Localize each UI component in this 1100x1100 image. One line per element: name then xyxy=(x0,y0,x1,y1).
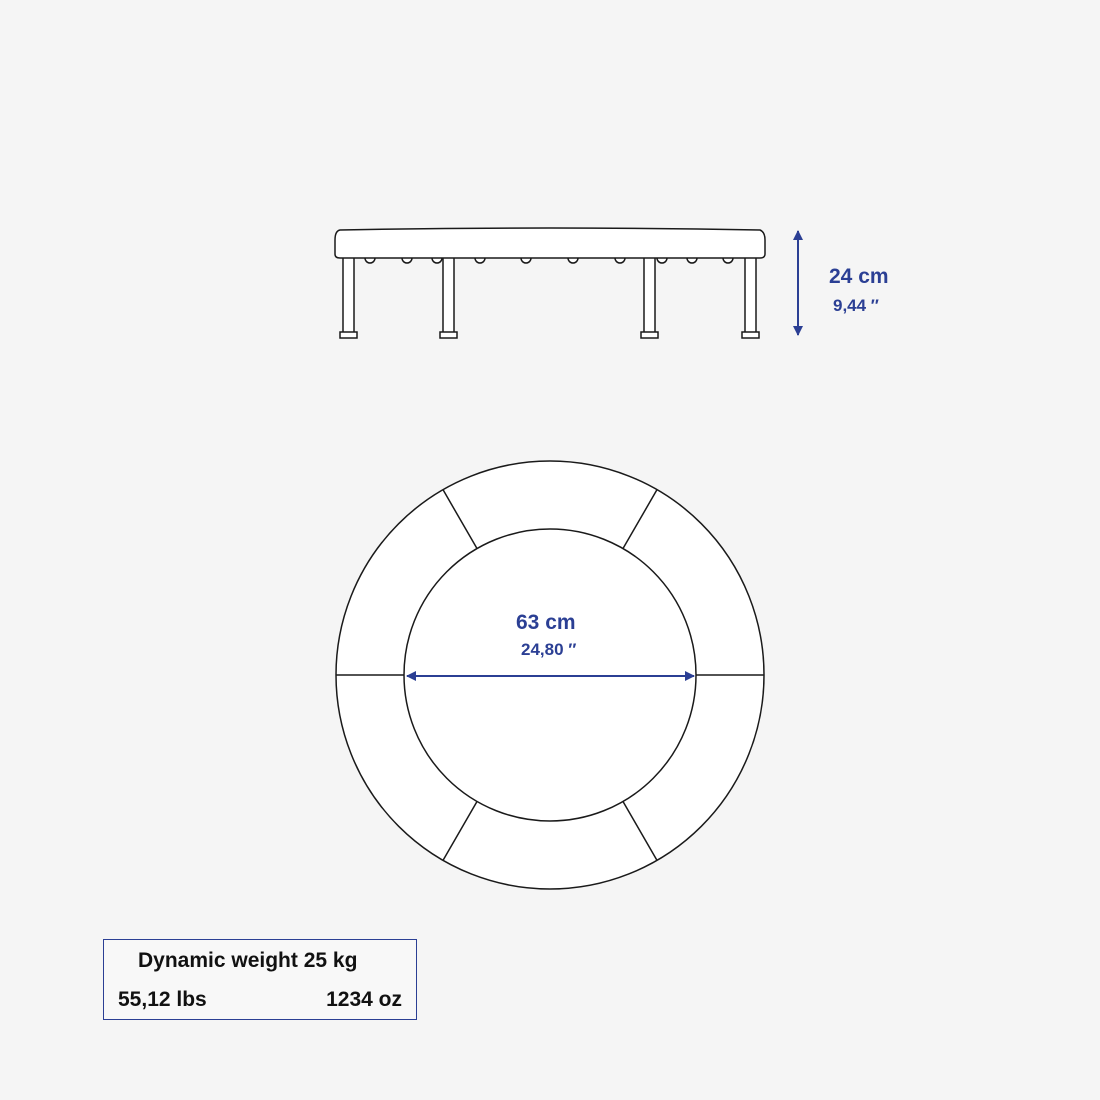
weight-lbs: 55,12 lbs xyxy=(118,988,207,1011)
spring xyxy=(364,257,376,264)
pad-segment-lines xyxy=(336,489,764,861)
spring xyxy=(614,257,626,264)
spring xyxy=(686,257,698,264)
spring xyxy=(722,257,734,264)
weight-box: Dynamic weight 25 kg 55,12 lbs 1234 oz xyxy=(103,939,417,1020)
weight-oz: 1234 oz xyxy=(326,988,402,1011)
segment-line xyxy=(622,801,658,861)
weight-title: Dynamic weight 25 kg xyxy=(138,949,358,972)
legs xyxy=(339,256,760,339)
segment-line xyxy=(442,801,478,861)
segment-line xyxy=(622,489,658,549)
spring xyxy=(474,257,486,264)
spring xyxy=(567,257,579,264)
frame-pad xyxy=(334,227,766,259)
spring xyxy=(656,257,668,264)
height-metric: 24 cm xyxy=(829,265,889,288)
side-view xyxy=(334,227,766,339)
spring xyxy=(401,257,413,264)
springs xyxy=(364,257,734,264)
diameter-imperial: 24,80 ″ xyxy=(521,640,577,659)
diameter-metric: 63 cm xyxy=(516,611,576,634)
spring xyxy=(431,257,443,264)
height-imperial: 9,44 ″ xyxy=(833,296,879,315)
segment-line xyxy=(442,489,478,549)
spring xyxy=(520,257,532,264)
